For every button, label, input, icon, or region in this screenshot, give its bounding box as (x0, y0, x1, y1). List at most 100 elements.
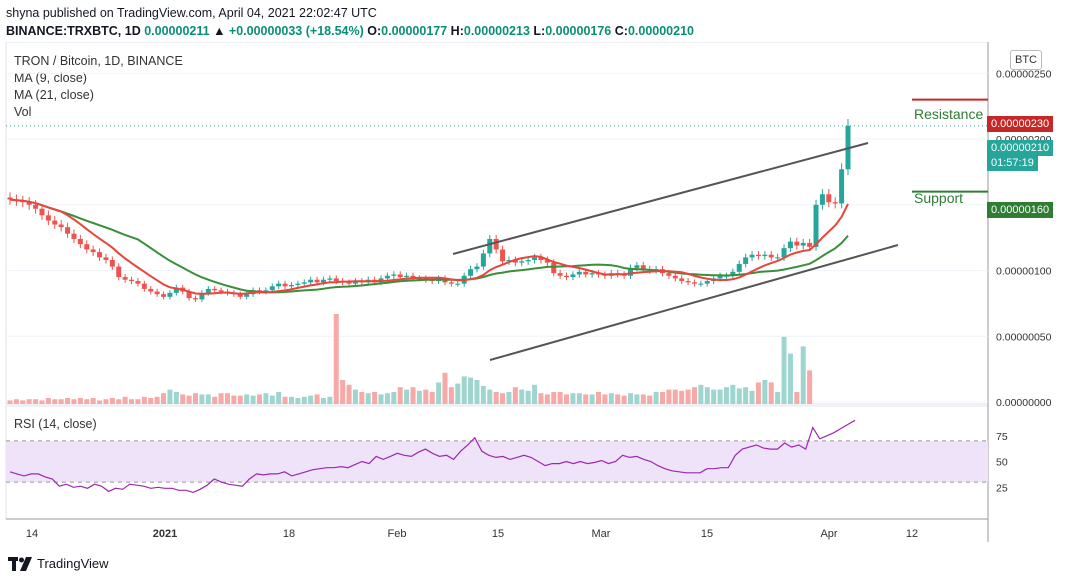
volume-bar (723, 387, 729, 404)
footer-brand-text: TradingView (37, 556, 109, 571)
candle-body (161, 294, 167, 297)
candle-body (237, 294, 243, 297)
volume-bar (301, 396, 307, 404)
candle-body (103, 257, 109, 260)
volume-bar (506, 392, 512, 404)
candle-body (148, 288, 154, 292)
volume-bar (436, 382, 442, 404)
volume-bar (442, 372, 448, 404)
volume-bar (161, 393, 167, 404)
high-label: H: (450, 24, 464, 38)
candle-body (244, 294, 250, 297)
candle-body (564, 275, 570, 278)
price-chart[interactable]: 0.000002500.000002000.000001500.00000100… (0, 42, 1072, 542)
volume-bar (154, 396, 160, 404)
volume-bar (583, 394, 589, 404)
candle-body (583, 271, 589, 275)
volume-bar (33, 399, 39, 404)
price-tick-label: 0.00000100 (996, 266, 1052, 278)
candle-body (320, 279, 326, 283)
volume-bar (455, 383, 461, 404)
current-price-tag: 0.00000210 (987, 140, 1054, 156)
volume-bar (180, 394, 186, 404)
candle-body (487, 238, 493, 254)
volume-bar (109, 398, 115, 404)
volume-bar (416, 390, 422, 404)
volume-bar (659, 392, 665, 404)
rsi-tick-label: 75 (996, 431, 1008, 443)
volume-bar (378, 394, 384, 404)
candle-body (691, 282, 697, 284)
currency-button[interactable]: BTC (1010, 50, 1042, 70)
candle-body (122, 277, 128, 280)
open-value: 0.00000177 (381, 24, 448, 38)
support-label: Support (914, 190, 964, 206)
candle-body (65, 227, 71, 234)
candle-body (84, 244, 90, 250)
date-tick-label: 15 (701, 528, 713, 540)
volume-bar (429, 392, 435, 404)
volume-bar (365, 393, 371, 404)
rsi-band (6, 440, 988, 483)
volume-bar (13, 399, 19, 404)
volume-bar (596, 392, 602, 404)
publisher-line: shyna published on TradingView.com, Apri… (6, 6, 377, 20)
volume-bar (391, 392, 397, 404)
candle-body (800, 242, 806, 246)
volume-bar (672, 389, 678, 404)
candle-body (33, 204, 39, 209)
symbol-line: BINANCE:TRXBTC, 1D 0.00000211 ▲ +0.00000… (6, 24, 694, 38)
low-value: 0.00000176 (545, 24, 612, 38)
volume-bar (410, 387, 416, 404)
volume-bar (647, 395, 653, 404)
volume-bar (186, 395, 192, 404)
volume-bar (512, 387, 518, 404)
volume-bar (224, 393, 230, 404)
volume-bar (103, 399, 109, 404)
candle-body (58, 224, 64, 228)
candle-body (480, 253, 486, 267)
date-tick-label: 2021 (153, 528, 177, 540)
candle-body (205, 288, 211, 293)
candle-body (813, 204, 819, 247)
footer-brand[interactable]: TradingView (8, 556, 109, 571)
volume-bar (231, 395, 237, 404)
volume-bar (276, 392, 282, 404)
candle-body (775, 257, 781, 259)
candle-body (71, 233, 77, 239)
volume-bar (570, 393, 576, 404)
candle-body (327, 278, 333, 280)
date-tick-label: Feb (388, 528, 407, 540)
channel-lower-trendline (489, 244, 899, 361)
date-tick-label: Apr (820, 528, 837, 540)
candle-body (730, 271, 736, 276)
date-tick-label: Mar (592, 528, 611, 540)
candle-body (397, 274, 403, 278)
resistance-label: Resistance (914, 106, 984, 122)
volume-bar (557, 392, 563, 404)
volume-bar (320, 398, 326, 404)
candle-body (212, 288, 218, 291)
volume-bar (282, 396, 288, 404)
volume-bar (666, 389, 672, 404)
candle-body (512, 260, 518, 263)
volume-bar (129, 399, 135, 404)
volume-bar (544, 394, 550, 404)
candle-body (314, 279, 320, 283)
candle-body (826, 194, 832, 203)
candle-body (704, 281, 710, 284)
volume-bar (602, 394, 608, 404)
date-tick-label: 15 (492, 528, 504, 540)
candle-body (410, 275, 416, 279)
volume-bar (263, 393, 269, 404)
volume-bar (698, 384, 704, 404)
volume-bar (39, 400, 45, 404)
candle-body (640, 265, 646, 270)
volume-bar (116, 399, 122, 404)
candle-body (570, 274, 576, 278)
legend-ma9: MA (9, close) (14, 71, 87, 85)
candle-body (308, 279, 314, 283)
ma21-line (9, 198, 849, 294)
volume-bar (340, 380, 346, 404)
rsi-tick-label: 25 (996, 482, 1008, 494)
